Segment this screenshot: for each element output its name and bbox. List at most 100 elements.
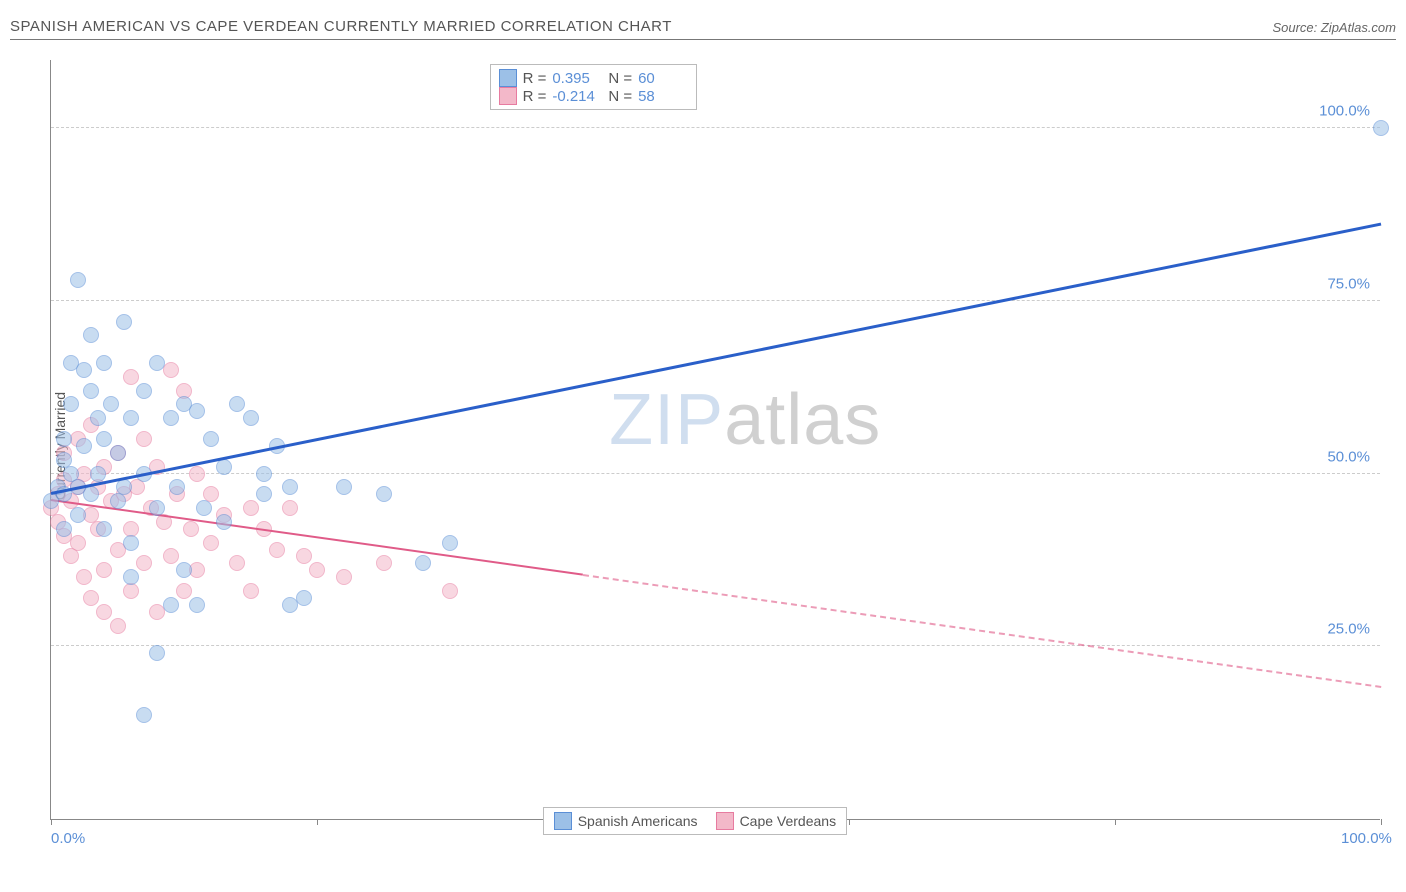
series-b-point [163,548,179,564]
series-a-point [336,479,352,495]
legend-swatch [499,87,517,105]
series-a-point [216,459,232,475]
series-a-point [196,500,212,516]
legend-item: Cape Verdeans [716,812,837,830]
legend-swatch [499,69,517,87]
gridline-h [51,645,1380,646]
series-a-point [123,569,139,585]
stat-n-label: N = [608,70,632,87]
series-a-point [76,438,92,454]
series-b-point [70,535,86,551]
series-b-point [123,369,139,385]
series-a-point [282,479,298,495]
series-a-point [90,410,106,426]
stat-n-value: 60 [638,70,688,87]
y-tick-label: 50.0% [1327,448,1370,465]
stats-legend: R =0.395N =60R =-0.214N =58 [490,64,698,110]
source-prefix: Source: [1272,20,1320,35]
series-a-point [176,562,192,578]
series-a-point [169,479,185,495]
stat-r-label: R = [523,88,547,105]
series-a-point [70,507,86,523]
series-b-point [123,583,139,599]
series-b-point [269,542,285,558]
stats-row: R =-0.214N =58 [499,87,689,105]
series-b-point [110,618,126,634]
series-a-point [415,555,431,571]
x-tick-label: 100.0% [1341,830,1392,847]
stat-n-label: N = [608,88,632,105]
y-tick-label: 100.0% [1319,103,1370,120]
series-a-point [203,431,219,447]
chart-source: Source: ZipAtlas.com [1272,20,1396,35]
plot-area: ZIPatlas 25.0%50.0%75.0%100.0%0.0%100.0%… [50,60,1380,820]
series-a-point [123,410,139,426]
series-a-point [189,403,205,419]
series-a-point [110,445,126,461]
x-tick-label: 0.0% [51,830,85,847]
legend-item: Spanish Americans [554,812,698,830]
series-a-point [96,431,112,447]
series-b-point [183,521,199,537]
series-a-point [1373,120,1389,136]
series-a-point [442,535,458,551]
series-b-point [296,548,312,564]
series-b-point [83,590,99,606]
series-a-point [96,355,112,371]
series-b-point [442,583,458,599]
series-a-point [163,410,179,426]
series-b-trendline-dashed [583,574,1381,688]
source-name: ZipAtlas.com [1321,20,1396,35]
watermark-zip: ZIP [609,380,724,460]
x-tick [51,819,52,825]
series-a-point [56,521,72,537]
series-a-point [296,590,312,606]
series-b-point [189,466,205,482]
series-a-point [103,396,119,412]
series-a-point [189,597,205,613]
x-tick [317,819,318,825]
series-a-point [70,272,86,288]
y-tick-label: 25.0% [1327,621,1370,638]
x-tick [1115,819,1116,825]
series-a-trendline [51,222,1381,494]
chart-header: SPANISH AMERICAN VS CAPE VERDEAN CURRENT… [10,10,1396,40]
series-b-point [282,500,298,516]
series-b-point [309,562,325,578]
chart-title: SPANISH AMERICAN VS CAPE VERDEAN CURRENT… [10,18,672,35]
legend-label: Spanish Americans [578,813,698,829]
series-b-point [203,535,219,551]
series-a-point [116,479,132,495]
series-b-point [136,555,152,571]
x-tick [849,819,850,825]
series-b-point [176,583,192,599]
legend-label: Cape Verdeans [740,813,837,829]
series-a-point [63,396,79,412]
stat-n-value: 58 [638,88,688,105]
series-a-point [123,535,139,551]
stats-row: R =0.395N =60 [499,69,689,87]
series-a-point [116,314,132,330]
series-legend: Spanish Americans Cape Verdeans [543,807,847,835]
series-a-point [83,486,99,502]
series-b-point [243,583,259,599]
gridline-h [51,127,1380,128]
series-a-point [149,645,165,661]
series-b-point [76,569,92,585]
legend-swatch [554,812,572,830]
watermark-atlas: atlas [724,380,881,460]
series-a-point [256,466,272,482]
series-a-point [56,431,72,447]
series-b-point [229,555,245,571]
series-a-point [83,327,99,343]
series-b-point [336,569,352,585]
series-a-point [243,410,259,426]
series-a-point [216,514,232,530]
series-a-point [96,521,112,537]
gridline-h [51,300,1380,301]
series-b-point [243,500,259,516]
series-a-point [136,707,152,723]
series-a-point [149,500,165,516]
series-a-point [90,466,106,482]
legend-swatch [716,812,734,830]
